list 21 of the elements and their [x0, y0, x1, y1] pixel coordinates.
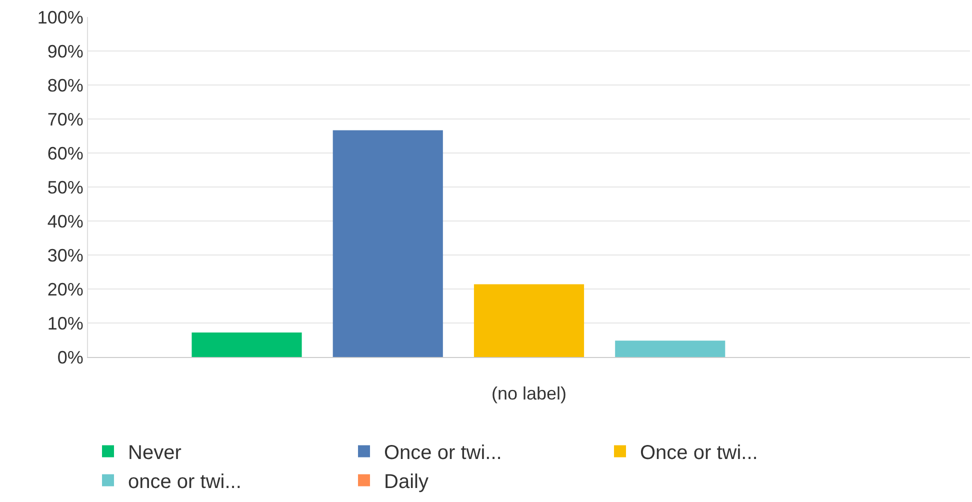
y-tick-label: 40% [47, 211, 84, 232]
legend-label: once or twi... [128, 471, 242, 494]
y-tick-label: 60% [47, 143, 84, 164]
legend-label: Once or twi... [640, 442, 758, 464]
legend-label: Never [128, 442, 182, 464]
y-tick-label: 100% [37, 7, 84, 28]
bar [332, 130, 443, 357]
y-tick-label: 70% [47, 109, 84, 130]
legend-label: Daily [384, 471, 428, 494]
bar [474, 284, 584, 357]
bar [192, 332, 302, 357]
y-tick-label: 50% [47, 177, 84, 198]
y-tick-label: 80% [47, 75, 84, 96]
x-tick-label: (no label) [491, 384, 567, 404]
legend-label: Once or twi... [384, 442, 502, 464]
y-tick-label: 90% [47, 41, 84, 62]
y-tick-label: 30% [47, 245, 84, 266]
bar [615, 340, 726, 357]
y-tick-label: 20% [47, 279, 84, 300]
y-tick-label: 0% [57, 347, 84, 368]
y-tick-label: 10% [47, 313, 84, 334]
